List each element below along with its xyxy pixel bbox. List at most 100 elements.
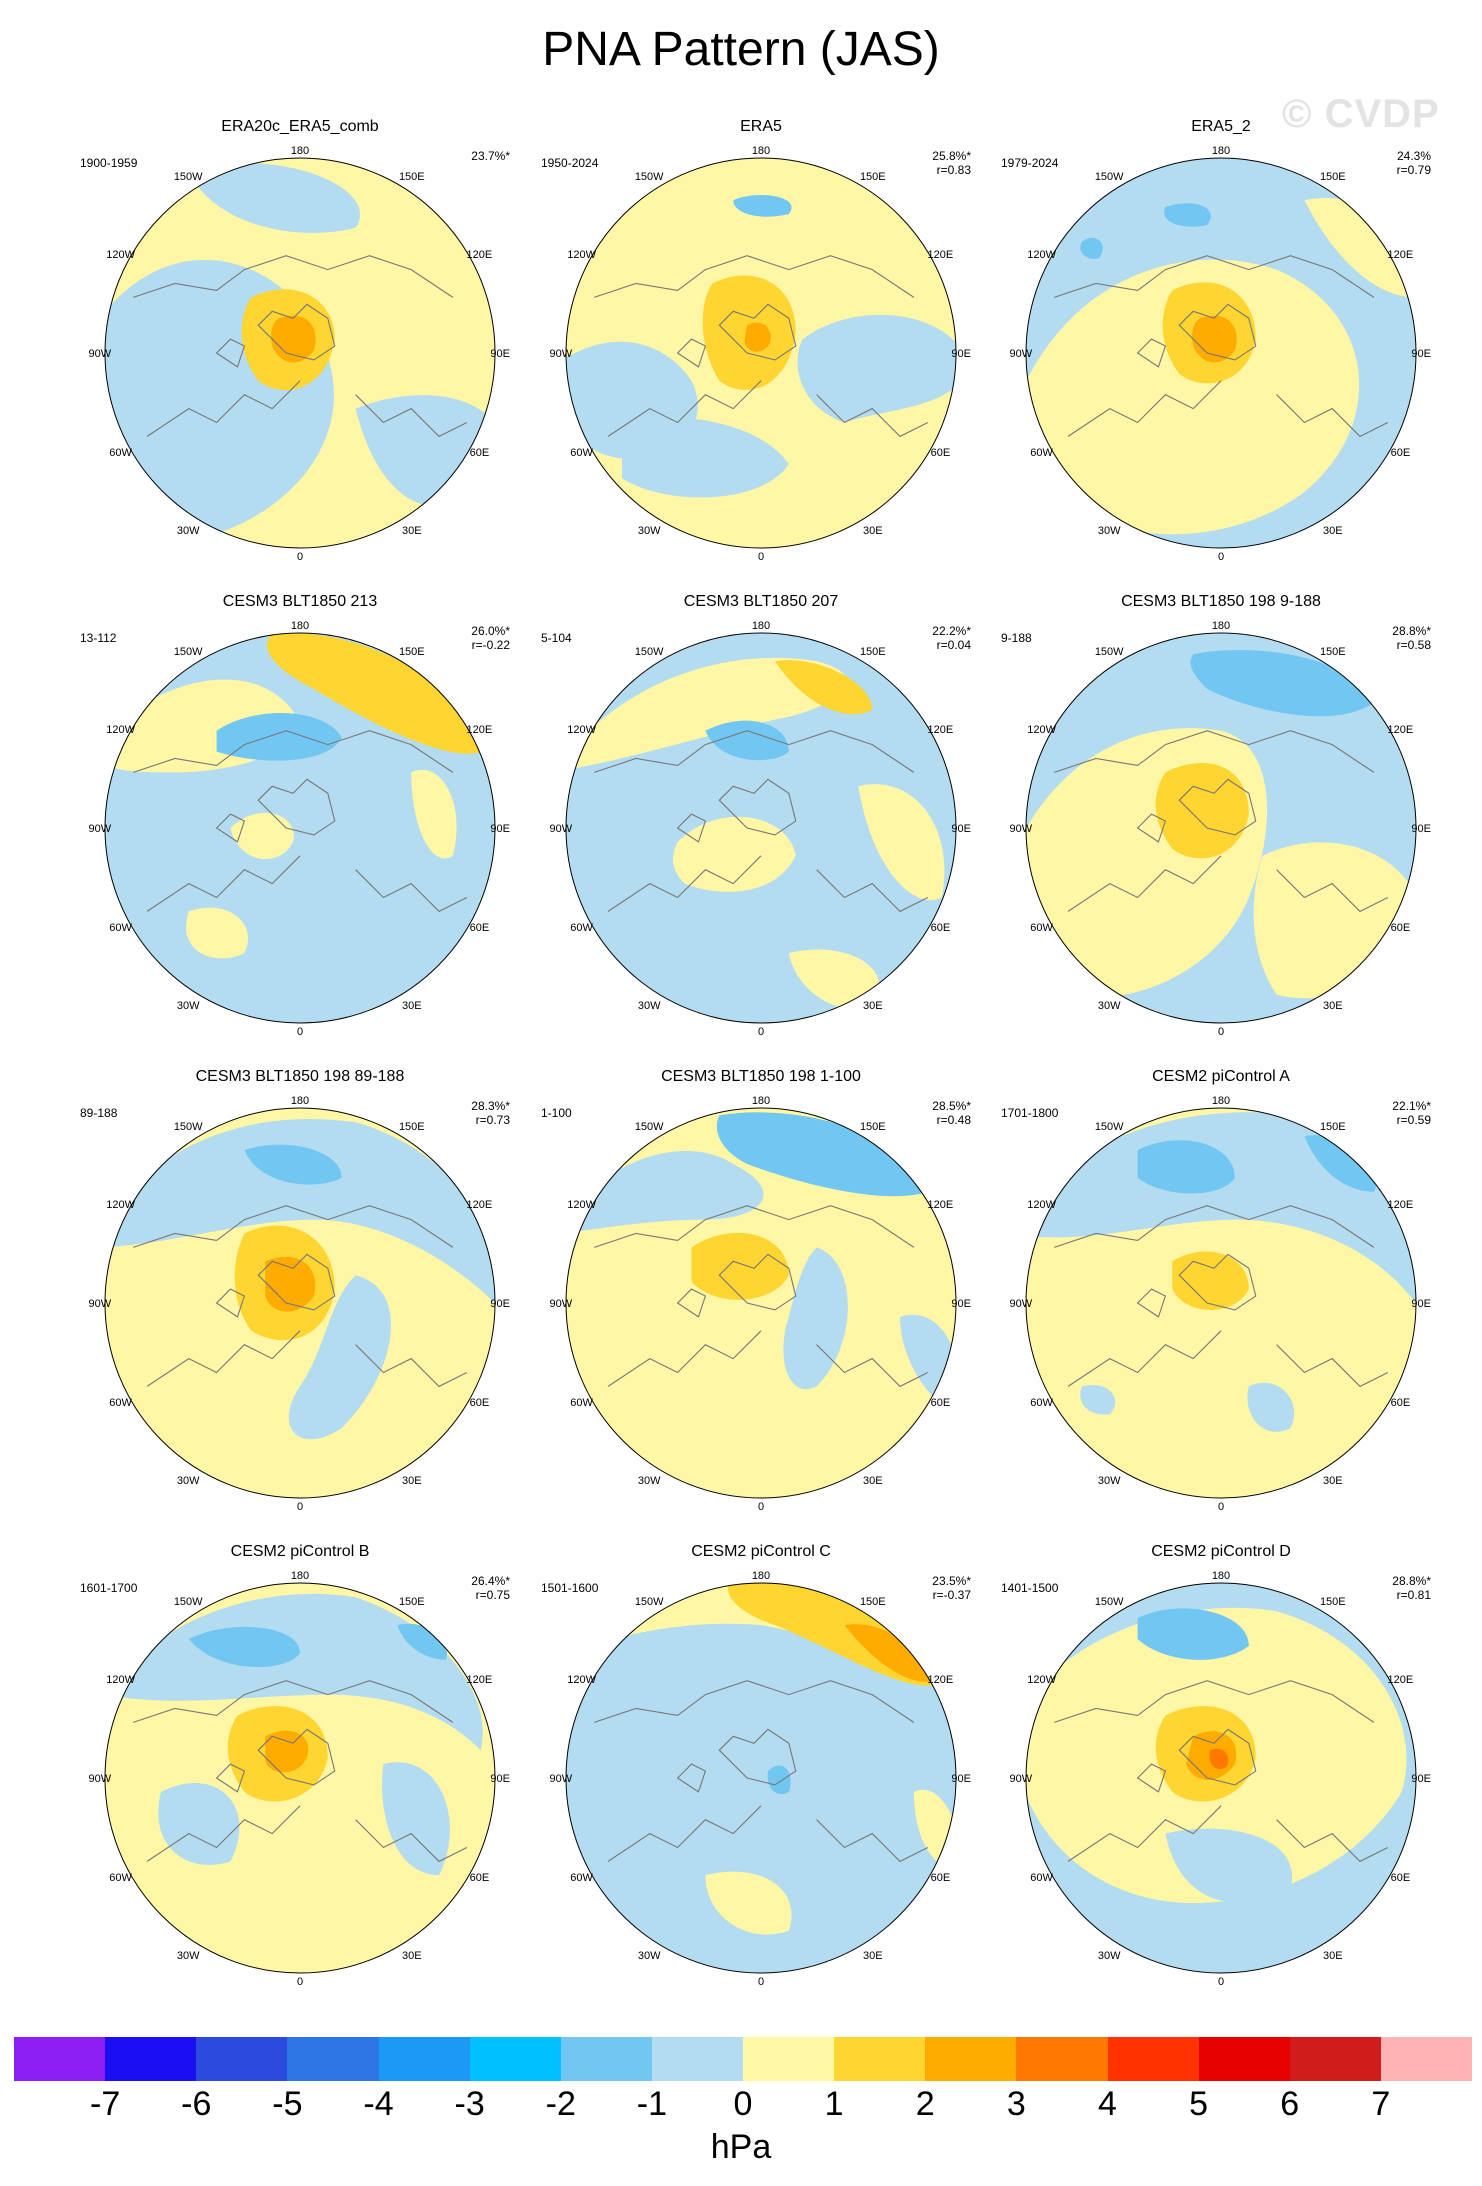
polar-map: 180 150E 120E 90E 60E 30E 0 30W 60W 90W 120W 150W — [549, 1095, 971, 1513]
coastline — [718, 1253, 797, 1311]
colorbar-swatch — [378, 2037, 470, 2081]
anomaly-contour — [105, 1593, 483, 1751]
panel-title: CESM2 piControl C — [691, 1543, 831, 1560]
map-panel: 180 150E 120E 90E 60E 30E 0 30W 60W 90W 120W 150W C… — [1001, 1068, 1441, 1538]
longitude-label: 90E — [1411, 1773, 1431, 1785]
anomaly-contour — [188, 163, 360, 233]
map-panel: 180 150E 120E 90E 60E 30E 0 30W 60W 90W 120W 150W C… — [541, 593, 981, 1063]
panel-pattern-corr: r=-0.37 — [932, 1588, 971, 1602]
longitude-label: 30E — [863, 1475, 883, 1487]
coastline — [676, 338, 707, 368]
longitude-label: 90W — [1009, 823, 1032, 835]
longitude-label: 60E — [931, 1397, 951, 1409]
coastline — [355, 1819, 468, 1863]
map-border — [1025, 157, 1417, 549]
longitude-label: 120W — [106, 1674, 135, 1686]
longitude-label: 180 — [291, 1570, 309, 1582]
longitude-label: 30E — [402, 1000, 422, 1012]
anomaly-contour — [673, 816, 796, 892]
colorbar-tick-label: -6 — [181, 2085, 212, 2123]
longitude-label: 90E — [951, 1773, 971, 1785]
map-border — [565, 157, 957, 549]
polar-map: 180 150E 120E 90E 60E 30E 0 30W 60W 90W 120W 150W — [1009, 1570, 1431, 1988]
longitude-label: 90W — [549, 1298, 572, 1310]
colorbar-tick-label: 0 — [733, 2085, 753, 2123]
longitude-label: 150E — [399, 1596, 425, 1608]
map-panel: 180 150E 120E 90E 60E 30E 0 30W 60W 90W 120W 150W C… — [80, 1543, 520, 2013]
coastline — [1067, 1330, 1222, 1387]
longitude-label: 150W — [1095, 646, 1124, 658]
longitude-label: 150E — [399, 1121, 425, 1133]
coastline — [215, 813, 246, 843]
coastline — [718, 1728, 797, 1786]
longitude-label: 60W — [570, 922, 593, 934]
coastline — [816, 394, 929, 438]
longitude-label: 120E — [1388, 1199, 1414, 1211]
field-background — [566, 1583, 956, 1973]
polar-map: 180 150E 120E 90E 60E 30E 0 30W 60W 90W 120W 150W — [88, 1095, 510, 1513]
coastline — [1067, 1805, 1222, 1862]
longitude-label: 90W — [88, 348, 111, 360]
anomaly-contour — [1080, 237, 1103, 259]
longitude-label: 60W — [1030, 1397, 1053, 1409]
colorbar-swatch — [1107, 2037, 1199, 2081]
longitude-label: 0 — [1218, 1976, 1224, 1988]
anomaly-contour — [844, 1624, 935, 1682]
polar-map: 180 150E 120E 90E 60E 30E 0 30W 60W 90W 120W 150W — [88, 1570, 510, 1988]
coastline — [1178, 303, 1257, 361]
longitude-label: 60W — [109, 447, 132, 459]
anomaly-field — [566, 158, 956, 548]
longitude-label: 150W — [635, 171, 664, 183]
panel-title: CESM2 piControl A — [1152, 1068, 1290, 1085]
colorbar-tick-label: -5 — [272, 2085, 303, 2123]
map-border — [565, 1107, 957, 1499]
coastline — [1054, 730, 1375, 773]
polar-map: 180 150E 120E 90E 60E 30E 0 30W 60W 90W 120W 150W — [549, 1570, 971, 1988]
anomaly-field — [1026, 1583, 1416, 1973]
panel-years: 1701-1800 — [1001, 1106, 1059, 1120]
longitude-label: 0 — [758, 1976, 764, 1988]
anomaly-contour — [622, 417, 789, 498]
longitude-label: 0 — [1218, 551, 1224, 563]
longitude-label: 60E — [470, 447, 490, 459]
longitude-label: 60W — [1030, 1872, 1053, 1884]
longitude-label: 120W — [1027, 249, 1056, 261]
longitude-label: 90W — [88, 823, 111, 835]
anomaly-field — [1026, 633, 1416, 1023]
longitude-label: 30W — [177, 1475, 200, 1487]
anomaly-contour — [788, 949, 880, 1010]
longitude-label: 60E — [931, 1872, 951, 1884]
anomaly-contour — [186, 907, 249, 959]
colorbar-tick-label: 1 — [824, 2085, 844, 2123]
panel-title: CESM3 BLT1850 198 1-100 — [661, 1068, 861, 1085]
coastline — [1054, 1680, 1375, 1723]
longitude-label: 30E — [863, 1000, 883, 1012]
colorbar-swatch — [105, 2037, 197, 2081]
longitude-label: 30E — [1323, 1000, 1343, 1012]
longitude-label: 30E — [1323, 1475, 1343, 1487]
longitude-label: 180 — [752, 145, 770, 157]
longitude-label: 120W — [567, 1674, 596, 1686]
longitude-label: 180 — [291, 620, 309, 632]
longitude-label: 180 — [291, 145, 309, 157]
longitude-label: 60E — [931, 447, 951, 459]
longitude-label: 30W — [177, 1950, 200, 1962]
longitude-label: 150E — [399, 646, 425, 658]
colorbar-tick-label: 2 — [915, 2085, 935, 2123]
longitude-label: 90E — [490, 348, 510, 360]
longitude-label: 150W — [174, 171, 203, 183]
longitude-label: 120W — [106, 1199, 135, 1211]
longitude-label: 60E — [1391, 447, 1411, 459]
map-border — [104, 632, 496, 1024]
longitude-label: 90W — [549, 348, 572, 360]
longitude-label: 150E — [1320, 1121, 1346, 1133]
map-panel: 180 150E 120E 90E 60E 30E 0 30W 60W 90W 120W 150W C… — [80, 1068, 520, 1538]
longitude-label: 30E — [1323, 1950, 1343, 1962]
coastline — [676, 1763, 707, 1793]
longitude-label: 150W — [174, 1121, 203, 1133]
anomaly-contour — [244, 1144, 342, 1185]
anomaly-contour — [382, 1762, 450, 1876]
longitude-label: 150W — [174, 1596, 203, 1608]
map-border — [104, 1582, 496, 1974]
panel-years: 13-112 — [80, 631, 117, 645]
